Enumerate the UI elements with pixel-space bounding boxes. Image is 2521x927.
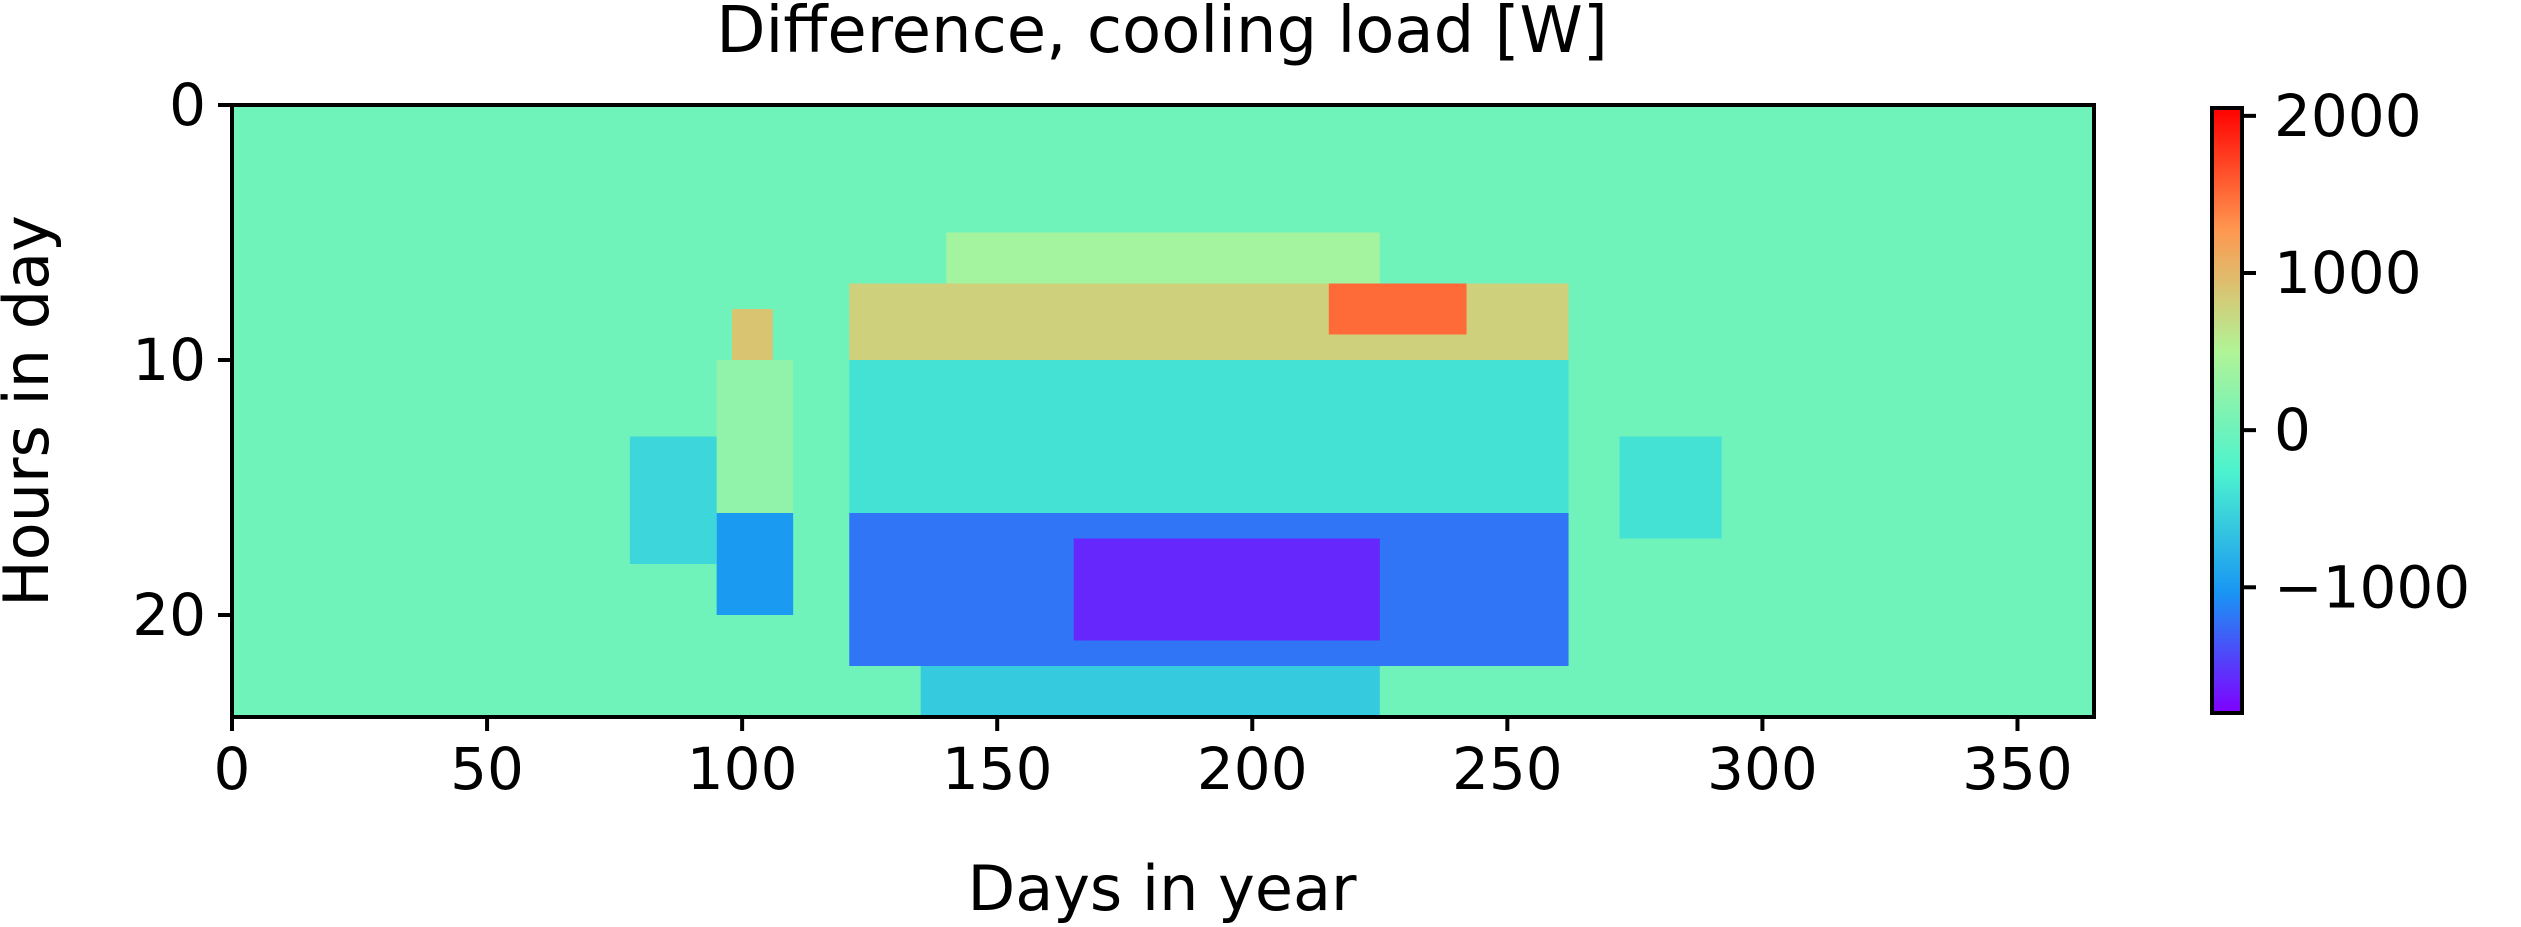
x-axis-label: Days in year — [968, 852, 1357, 925]
colorbar-tick-label: −1000 — [2274, 553, 2470, 621]
heatmap-cells — [232, 105, 2094, 717]
heatmap-cell-band — [1073, 538, 1380, 641]
colorbar — [2210, 106, 2244, 715]
colorbar-tick-label: 2000 — [2274, 82, 2422, 150]
colorbar-ticks: 2000 1000 0 −1000 — [2242, 82, 2470, 621]
y-tick-label: 0 — [169, 71, 206, 139]
y-tick-label: 20 — [132, 581, 206, 649]
x-tick-label: 250 — [1452, 735, 1563, 803]
x-tick-label: 0 — [214, 735, 251, 803]
colorbar-tick-label: 1000 — [2274, 239, 2422, 307]
heatmap-cell-band — [920, 666, 1380, 717]
x-tick-label: 150 — [942, 735, 1053, 803]
heatmap-cell-band — [1328, 283, 1467, 335]
x-tick-label: 200 — [1197, 735, 1308, 803]
colorbar-tick-label: 0 — [2274, 396, 2311, 464]
heatmap-cell-band — [716, 360, 794, 513]
x-tick-label: 50 — [450, 735, 524, 803]
y-axis-ticks: 0 10 20 — [132, 71, 232, 649]
x-axis-ticks: 0 50 100 150 200 250 300 350 — [214, 717, 2073, 803]
plot-frame — [230, 103, 2096, 719]
y-axis-label: Hours in day — [0, 215, 63, 607]
y-tick-label: 10 — [132, 326, 206, 394]
x-tick-label: 350 — [1962, 735, 2073, 803]
heatmap-cell-band — [716, 513, 794, 615]
heatmap-cell-band — [849, 360, 1569, 513]
heatmap-cell-band — [946, 232, 1380, 284]
heatmap-cell-band — [1619, 436, 1722, 539]
heatmap-cell-band — [731, 309, 773, 360]
x-tick-label: 100 — [687, 735, 798, 803]
x-tick-label: 300 — [1707, 735, 1818, 803]
chart-title: Difference, cooling load [W] — [716, 0, 1608, 68]
heatmap-cell-band — [629, 436, 717, 564]
